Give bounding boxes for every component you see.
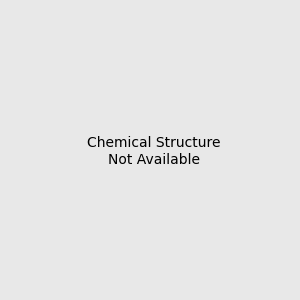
Text: Chemical Structure
Not Available: Chemical Structure Not Available — [87, 136, 220, 166]
